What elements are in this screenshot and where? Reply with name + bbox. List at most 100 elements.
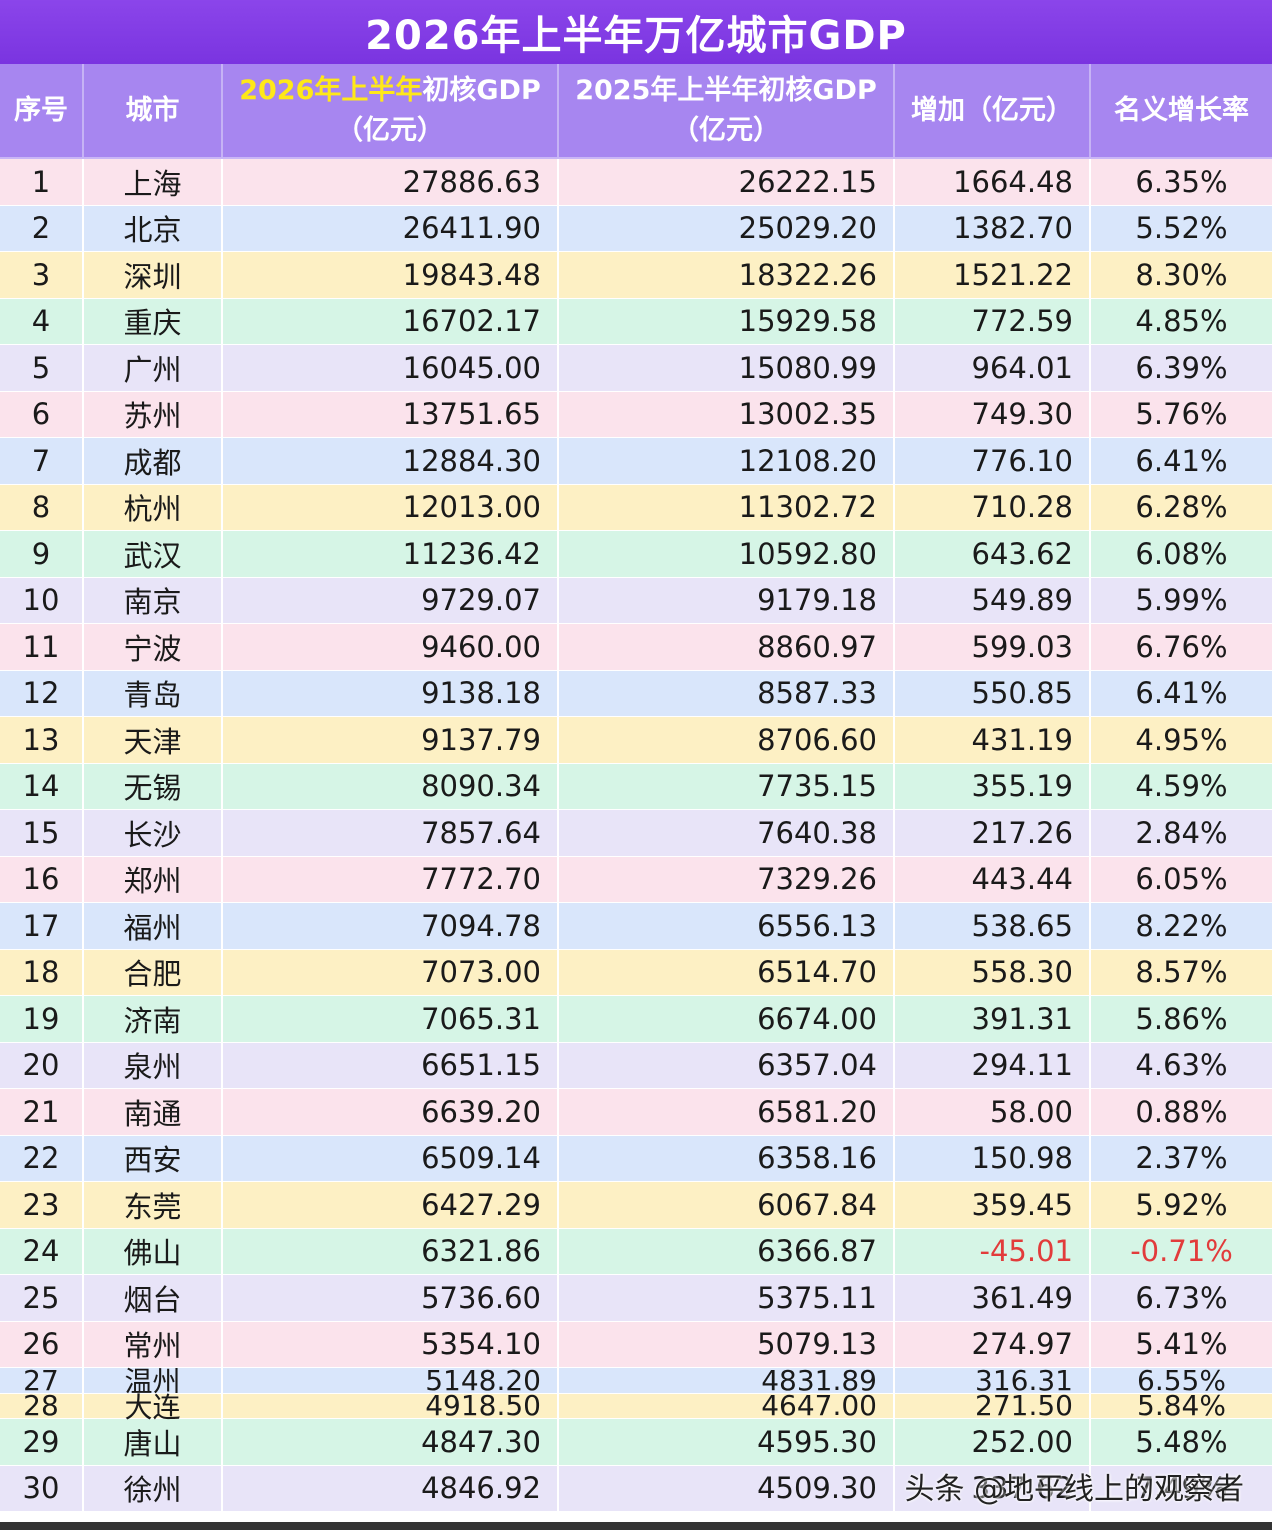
table-row[interactable]: 21 南通 6639.20 6581.20 58.00 0.88% [0, 1089, 1272, 1136]
header-gdp-2026[interactable]: 2026年上半年初核GDP （亿元） [223, 64, 559, 157]
cell-increase: 710.28 [895, 484, 1091, 530]
cell-growth: 6.35% [1135, 164, 1228, 199]
cell-city: 泉州 [84, 1042, 223, 1088]
cell-gdp-2026: 4918.50 [223, 1389, 559, 1422]
cell-growth: 6.05% [1135, 862, 1228, 897]
header-city[interactable]: 城市 [84, 64, 223, 157]
cell-increase: 271.50 [895, 1389, 1091, 1422]
table-row[interactable]: 10 南京 9729.07 9179.18 549.89 5.99% [0, 577, 1272, 624]
table-row[interactable]: 7 成都 12884.30 12108.20 776.10 6.41% [0, 438, 1272, 485]
table-row[interactable]: 27 温州 5148.20 4831.89 316.31 6.55% [0, 1364, 1272, 1398]
cell-growth: 5.84% [1137, 1389, 1226, 1423]
cell-gdp-2025: 6357.04 [559, 1042, 895, 1088]
table-row[interactable]: 24 佛山 6321.86 6366.87 -45.01 -0.71% [0, 1228, 1272, 1275]
table-row[interactable]: 17 福州 7094.78 6556.13 538.65 8.22% [0, 903, 1272, 950]
table-row[interactable]: 16 郑州 7772.70 7329.26 443.44 6.05% [0, 856, 1272, 903]
cell-growth: 6.08% [1135, 536, 1228, 571]
table-row[interactable]: 11 宁波 9460.00 8860.97 599.03 6.76% [0, 624, 1272, 671]
header-gdp-2025[interactable]: 2025年上半年初核GDP （亿元） [559, 64, 895, 157]
cell-city: 青岛 [84, 670, 223, 716]
cell-growth: 5.41% [1135, 1327, 1228, 1362]
cell-increase: 361.49 [895, 1275, 1091, 1321]
cell-gdp-2026: 7073.00 [223, 949, 559, 995]
header-increase-label: 增加（亿元） [911, 94, 1073, 126]
cell-gdp-2026: 4846.92 [223, 1465, 559, 1511]
table-row[interactable]: 3 深圳 19843.48 18322.26 1521.22 8.30% [0, 252, 1272, 299]
cell-gdp-2026: 5148.20 [223, 1364, 559, 1397]
table-row[interactable]: 18 合肥 7073.00 6514.70 558.30 8.57% [0, 949, 1272, 996]
table-row[interactable]: 13 天津 9137.79 8706.60 431.19 4.95% [0, 717, 1272, 764]
cell-index: 27 [0, 1364, 84, 1397]
cell-city: 北京 [84, 205, 223, 251]
cell-growth: 6.41% [1135, 443, 1228, 478]
cell-gdp-2025: 6674.00 [559, 996, 895, 1042]
cell-gdp-2026: 5354.10 [223, 1321, 559, 1367]
header-growth[interactable]: 名义增长率 [1091, 64, 1272, 157]
table-row[interactable]: 5 广州 16045.00 15080.99 964.01 6.39% [0, 345, 1272, 392]
cell-index: 18 [0, 949, 84, 995]
table-row[interactable]: 19 济南 7065.31 6674.00 391.31 5.86% [0, 996, 1272, 1043]
table-row[interactable]: 14 无锡 8090.34 7735.15 355.19 4.59% [0, 763, 1272, 810]
cell-city: 徐州 [84, 1465, 223, 1511]
table-row[interactable]: 1 上海 27886.63 26222.15 1664.48 6.35% [0, 159, 1272, 206]
table-row[interactable]: 9 武汉 11236.42 10592.80 643.62 6.08% [0, 531, 1272, 578]
cell-city: 西安 [84, 1135, 223, 1181]
table-row[interactable]: 29 唐山 4847.30 4595.30 252.00 5.48% [0, 1419, 1272, 1466]
table-row[interactable]: 22 西安 6509.14 6358.16 150.98 2.37% [0, 1135, 1272, 1182]
cell-increase: 599.03 [895, 624, 1091, 670]
cell-city: 天津 [84, 717, 223, 763]
header-gdp-2026-rest: 初核GDP [422, 74, 541, 106]
table-row[interactable]: 6 苏州 13751.65 13002.35 749.30 5.76% [0, 391, 1272, 438]
table-row[interactable]: 30 徐州 4846.92 4509.30 337.62 7.49% [0, 1465, 1272, 1512]
cell-increase: 359.45 [895, 1182, 1091, 1228]
cell-city: 唐山 [84, 1419, 223, 1465]
cell-growth: -0.71% [1130, 1234, 1233, 1269]
cell-city: 重庆 [84, 298, 223, 344]
table-row[interactable]: 4 重庆 16702.17 15929.58 772.59 4.85% [0, 298, 1272, 345]
cell-increase: 337.62 [895, 1465, 1091, 1511]
header-gdp-2026-unit: （亿元） [336, 114, 444, 146]
table-row[interactable]: 2 北京 26411.90 25029.20 1382.70 5.52% [0, 205, 1272, 252]
cell-index: 19 [0, 996, 84, 1042]
cell-index: 6 [0, 391, 84, 437]
cell-index: 2 [0, 205, 84, 251]
cell-index: 24 [0, 1228, 84, 1274]
cell-growth: 5.92% [1135, 1187, 1228, 1222]
cell-city: 大连 [84, 1391, 223, 1424]
cell-city: 苏州 [84, 391, 223, 437]
cell-increase: 252.00 [895, 1419, 1091, 1465]
cell-gdp-2025: 6556.13 [559, 903, 895, 949]
cell-gdp-2026: 12013.00 [223, 484, 559, 530]
cell-increase: 964.01 [895, 345, 1091, 391]
cell-gdp-2025: 7329.26 [559, 856, 895, 902]
cell-growth: 5.99% [1135, 583, 1228, 618]
watermark: 头条 @地平线上的观察者 [904, 1472, 1244, 1507]
cell-gdp-2025: 6581.20 [559, 1089, 895, 1135]
cell-increase: 217.26 [895, 810, 1091, 856]
cell-gdp-2025: 9179.18 [559, 577, 895, 623]
table-row[interactable]: 28 大连 4918.50 4647.00 271.50 5.84% [0, 1389, 1272, 1424]
cell-gdp-2025: 5375.11 [559, 1275, 895, 1321]
cell-gdp-2025: 7735.15 [559, 763, 895, 809]
cell-gdp-2026: 16702.17 [223, 298, 559, 344]
table-row[interactable]: 25 烟台 5736.60 5375.11 361.49 6.73% [0, 1275, 1272, 1322]
cell-growth: 6.28% [1135, 490, 1228, 525]
cell-gdp-2026: 6509.14 [223, 1135, 559, 1181]
table-row[interactable]: 12 青岛 9138.18 8587.33 550.85 6.41% [0, 670, 1272, 717]
cell-gdp-2025: 5079.13 [559, 1321, 895, 1367]
table-row[interactable]: 26 常州 5354.10 5079.13 274.97 5.41% [0, 1321, 1272, 1368]
cell-city: 合肥 [84, 949, 223, 995]
cell-city: 佛山 [84, 1228, 223, 1274]
table-row[interactable]: 8 杭州 12013.00 11302.72 710.28 6.28% [0, 484, 1272, 531]
table-row[interactable]: 23 东莞 6427.29 6067.84 359.45 5.92% [0, 1182, 1272, 1229]
cell-gdp-2025: 15929.58 [559, 298, 895, 344]
header-increase[interactable]: 增加（亿元） [895, 64, 1091, 157]
cell-increase: -45.01 [895, 1228, 1091, 1274]
cell-gdp-2026: 26411.90 [223, 205, 559, 251]
table-row[interactable]: 15 长沙 7857.64 7640.38 217.26 2.84% [0, 810, 1272, 857]
cell-gdp-2026: 9138.18 [223, 670, 559, 716]
table-row[interactable]: 20 泉州 6651.15 6357.04 294.11 4.63% [0, 1042, 1272, 1089]
header-index[interactable]: 序号 [0, 64, 84, 157]
cell-index: 28 [0, 1389, 84, 1422]
cell-index: 9 [0, 531, 84, 577]
